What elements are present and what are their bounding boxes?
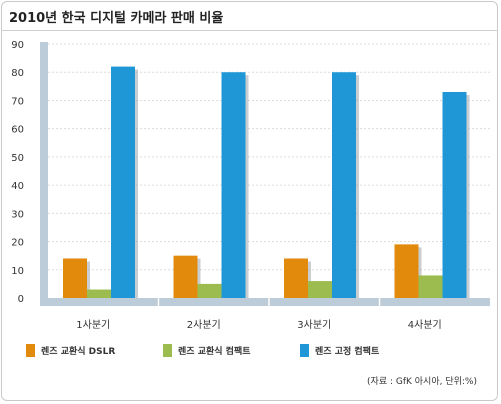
y-tick-label: 50	[11, 153, 24, 164]
chart-title: 2010년 한국 디지털 카메라 판매 비율	[9, 11, 224, 26]
y-tick-label: 60	[11, 125, 24, 136]
plot-left-wall	[40, 42, 48, 298]
y-tick-label: 80	[11, 68, 24, 79]
source-note: (자료 : GfK 아시아, 단위:%)	[367, 377, 477, 387]
legend-item-compact: 렌즈 교환식 컴팩트	[163, 344, 251, 357]
legend-swatch-dslr	[26, 344, 35, 357]
legend-swatch-compact	[163, 344, 172, 357]
legend-label-dslr: 렌즈 교환식 DSLR	[41, 347, 116, 357]
bar-fixed	[332, 72, 356, 298]
y-tick-label: 90	[11, 40, 24, 51]
y-tick-label: 40	[11, 181, 24, 192]
y-tick-label: 20	[11, 238, 24, 249]
y-tick-label: 30	[11, 209, 24, 220]
x-tick-label: 3사분기	[297, 319, 331, 331]
bar-dslr	[173, 255, 198, 298]
bar-fixed	[221, 72, 246, 298]
y-tick-label: 70	[11, 96, 24, 107]
x-tick-label: 1사분기	[76, 319, 110, 331]
bar-dslr	[284, 258, 308, 298]
x-tick-label: 4사분기	[408, 319, 442, 331]
legend-label-fixed: 렌즈 고정 컴팩트	[315, 347, 380, 357]
bar-dslr	[63, 258, 87, 298]
title-divider	[1, 30, 498, 31]
bar-compact	[197, 283, 222, 298]
plot-area	[40, 42, 490, 298]
bar-compact	[308, 281, 332, 298]
y-tick-label: 10	[11, 266, 24, 277]
legend-item-dslr: 렌즈 교환식 DSLR	[26, 344, 115, 357]
bar-dslr	[394, 244, 419, 298]
y-tick-label: 0	[18, 294, 24, 305]
x-tick-label: 2사분기	[187, 319, 221, 331]
bar-fixed	[111, 66, 135, 298]
legend-label-compact: 렌즈 교환식 컴팩트	[178, 347, 251, 357]
bar-compact	[87, 289, 111, 298]
bar-compact	[418, 275, 443, 298]
plot-floor	[40, 298, 490, 306]
legend: 렌즈 교환식 DSLR 렌즈 교환식 컴팩트 렌즈 고정 컴팩트	[0, 344, 501, 364]
legend-swatch-fixed	[300, 344, 309, 357]
bar-fixed	[442, 91, 467, 298]
legend-item-fixed: 렌즈 고정 컴팩트	[300, 344, 379, 357]
